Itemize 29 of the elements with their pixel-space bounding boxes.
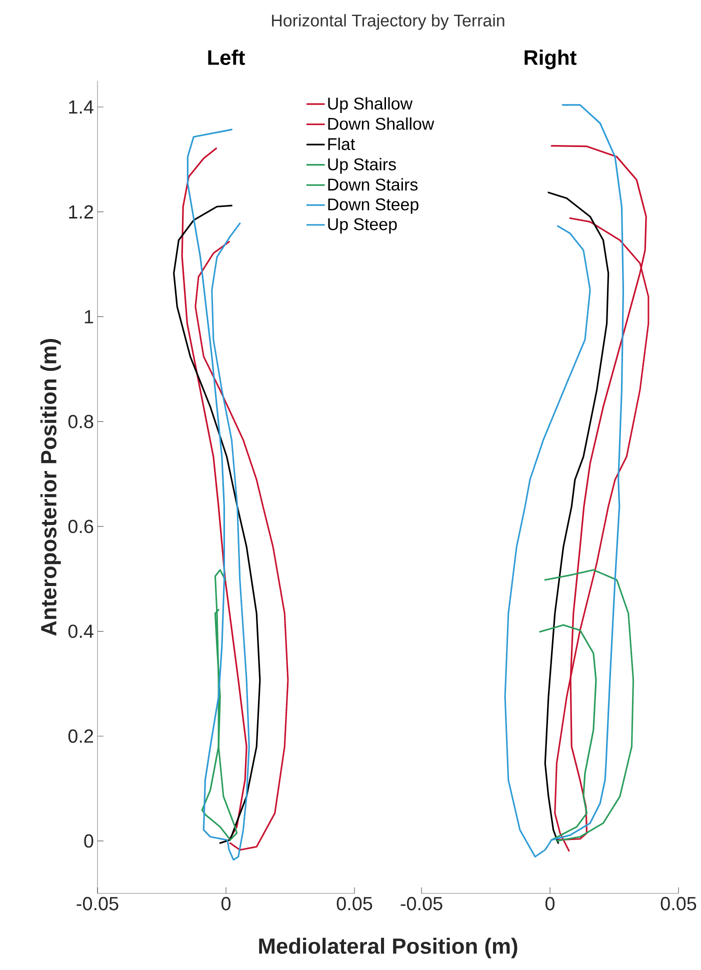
line-series	[173, 204, 261, 844]
y-tick-label: 0.8	[68, 414, 94, 428]
legend-label: Up Stairs	[328, 158, 396, 174]
y-tick-label: 0.2	[68, 729, 94, 743]
x-tick-label: 0	[221, 896, 231, 910]
legend-label: Up Steep	[328, 218, 397, 234]
y-tick-label: 0.6	[68, 520, 94, 534]
legend-label: Down Stairs	[328, 178, 418, 191]
chart-title: Right	[524, 50, 576, 70]
x-tick-label: 0.05	[660, 896, 696, 910]
line-series	[181, 148, 248, 841]
legend-label: Down Shallow	[328, 117, 434, 130]
x-tick-label: -0.05	[76, 896, 118, 910]
legend-label: Down Steep	[328, 198, 418, 214]
y-tick-label: 0.4	[68, 624, 94, 638]
x-tick-label: 0.05	[336, 896, 372, 910]
line-series	[194, 240, 289, 851]
y-tick-label: 0	[84, 834, 94, 848]
x-axis-title: Mediolateral Position (m)	[259, 938, 518, 958]
y-axis-title: Anteroposterior Position (m)	[40, 339, 61, 636]
legend-label: Up Shallow	[328, 97, 413, 113]
x-tick-label: 0	[545, 896, 555, 910]
y-tick-label: 1	[84, 310, 94, 324]
y-tick-label: 1.4	[69, 100, 94, 114]
chart-title: Left	[208, 50, 245, 66]
legend-label: Flat	[328, 138, 355, 150]
text: Horizontal Trajectory by Terrain	[272, 14, 504, 30]
y-tick-label: 1.2	[69, 205, 94, 218]
x-tick-label: -0.05	[400, 896, 442, 910]
